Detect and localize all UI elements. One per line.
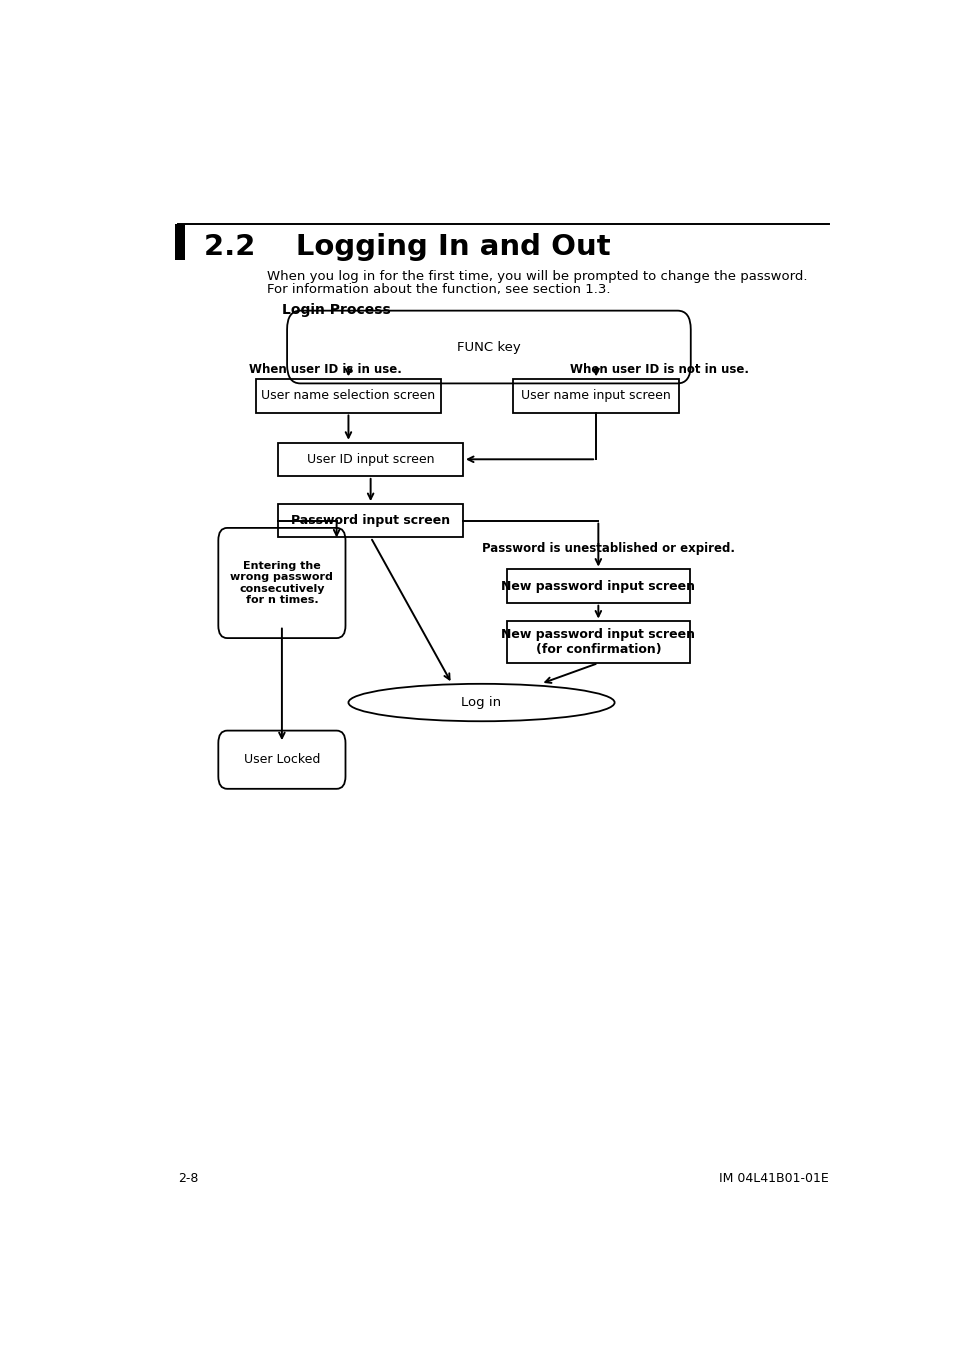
Bar — [513, 379, 679, 413]
Text: Log in: Log in — [461, 697, 501, 709]
Bar — [278, 504, 462, 537]
Text: IM 04L41B01-01E: IM 04L41B01-01E — [719, 1172, 828, 1185]
Bar — [278, 443, 462, 477]
Text: FUNC key: FUNC key — [456, 340, 520, 354]
Text: New password input screen: New password input screen — [501, 579, 695, 593]
Bar — [506, 621, 689, 663]
Text: When user ID is in use.: When user ID is in use. — [249, 363, 401, 377]
Bar — [506, 570, 689, 602]
Bar — [255, 379, 440, 413]
Text: Login Process: Login Process — [282, 302, 390, 317]
Text: When user ID is not in use.: When user ID is not in use. — [570, 363, 748, 377]
Bar — [174, 224, 185, 259]
Text: User name input screen: User name input screen — [520, 389, 670, 402]
Text: Password is unestablished or expired.: Password is unestablished or expired. — [481, 543, 734, 555]
Text: User name selection screen: User name selection screen — [261, 389, 436, 402]
Text: Entering the
wrong password
consecutively
for n times.: Entering the wrong password consecutivel… — [231, 560, 333, 605]
Text: 2-8: 2-8 — [178, 1172, 198, 1185]
Text: For information about the function, see section 1.3.: For information about the function, see … — [267, 284, 610, 297]
Text: User Locked: User Locked — [243, 753, 320, 767]
Text: 2.2    Logging In and Out: 2.2 Logging In and Out — [204, 234, 610, 262]
Text: Password input screen: Password input screen — [291, 514, 450, 526]
Text: User ID input screen: User ID input screen — [307, 452, 434, 466]
Text: When you log in for the first time, you will be prompted to change the password.: When you log in for the first time, you … — [267, 270, 807, 284]
Text: New password input screen
(for confirmation): New password input screen (for confirmat… — [501, 628, 695, 656]
